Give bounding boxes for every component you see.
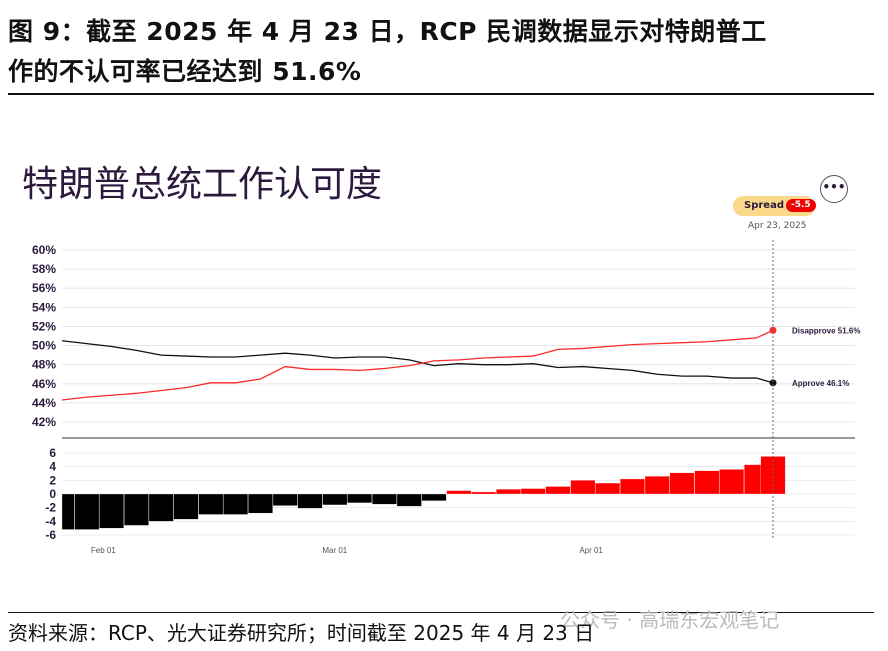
spread-bar bbox=[496, 489, 521, 495]
x-tick-label: Feb 01 bbox=[91, 546, 116, 555]
title-divider bbox=[8, 93, 874, 95]
badge-date: Apr 23, 2025 bbox=[748, 221, 807, 231]
spread-bar bbox=[123, 493, 149, 526]
spread-value: -5.5 bbox=[786, 199, 816, 212]
spread-bar bbox=[620, 478, 645, 495]
spread-y-tick-label: -6 bbox=[45, 528, 56, 542]
y-tick-label: 42% bbox=[32, 415, 56, 429]
y-tick-label: 52% bbox=[32, 319, 56, 333]
y-tick-label: 56% bbox=[32, 281, 56, 295]
spread-bar bbox=[223, 493, 249, 515]
y-tick-label: 58% bbox=[32, 262, 56, 276]
spread-bar bbox=[694, 470, 720, 495]
source-note: 资料来源：RCP、光大证券研究所；时间截至 2025 年 4 月 23 日 bbox=[8, 621, 595, 645]
spread-bar bbox=[421, 493, 447, 501]
spread-bar bbox=[61, 493, 75, 530]
spread-badge: Spread -5.5 bbox=[733, 196, 816, 216]
spread-y-tick-label: 6 bbox=[49, 446, 56, 460]
spread-y-tick-label: -4 bbox=[45, 514, 56, 528]
x-tick-label: Apr 01 bbox=[579, 546, 603, 555]
footer-divider bbox=[8, 612, 874, 613]
spread-y-tick-label: 4 bbox=[49, 460, 56, 474]
series-line-approve bbox=[61, 340, 774, 384]
spread-bar bbox=[372, 493, 397, 505]
y-tick-label: 60% bbox=[32, 243, 56, 257]
spread-bar bbox=[173, 493, 199, 520]
spread-bar bbox=[396, 493, 422, 507]
spread-y-tick-label: 0 bbox=[49, 487, 56, 501]
spread-bar bbox=[198, 493, 224, 515]
spread-label: Spread bbox=[744, 200, 784, 211]
spread-bar bbox=[446, 490, 472, 495]
y-tick-label: 44% bbox=[32, 396, 56, 410]
chart-title: 特朗普总统工作认可度 bbox=[22, 164, 383, 205]
spread-bar bbox=[74, 493, 100, 530]
spread-bar bbox=[272, 493, 298, 506]
spread-bar bbox=[760, 456, 786, 495]
spread-y-tick-label: -2 bbox=[45, 501, 56, 515]
y-tick-label: 48% bbox=[32, 358, 56, 372]
spread-bar bbox=[148, 493, 174, 522]
x-tick-label: Mar 01 bbox=[322, 546, 347, 555]
spread-bar bbox=[99, 493, 125, 529]
end-marker-approve bbox=[769, 379, 777, 387]
series-line-disapprove bbox=[61, 329, 774, 401]
more-dots-icon[interactable]: ••• bbox=[820, 175, 848, 203]
watermark: 公众号 · 高瑞东宏观笔记 bbox=[560, 608, 780, 632]
spread-bar bbox=[471, 491, 497, 495]
spread-bar bbox=[248, 493, 273, 514]
spread-bar bbox=[545, 486, 571, 495]
spread-y-tick-label: 2 bbox=[49, 473, 56, 487]
figure-title-line1: 图 9：截至 2025 年 4 月 23 日，RCP 民调数据显示对特朗普工 bbox=[8, 17, 767, 46]
spread-bar bbox=[520, 488, 546, 495]
figure-title-line2: 作的不认可率已经达到 51.6% bbox=[8, 57, 362, 86]
spread-bar bbox=[347, 493, 373, 504]
end-label-disapprove: Disapprove 51.6% bbox=[792, 326, 860, 335]
spread-bar bbox=[644, 476, 670, 495]
end-marker-disapprove bbox=[769, 326, 777, 334]
end-label-approve: Approve 46.1% bbox=[792, 379, 849, 388]
y-tick-label: 46% bbox=[32, 377, 56, 391]
spread-bar bbox=[669, 472, 695, 495]
spread-bar bbox=[595, 482, 621, 495]
spread-bar bbox=[297, 493, 323, 509]
y-tick-label: 50% bbox=[32, 339, 56, 353]
y-tick-label: 54% bbox=[32, 300, 56, 314]
spread-bar bbox=[322, 493, 348, 506]
spread-bar bbox=[570, 480, 596, 495]
spread-bar bbox=[719, 469, 745, 495]
